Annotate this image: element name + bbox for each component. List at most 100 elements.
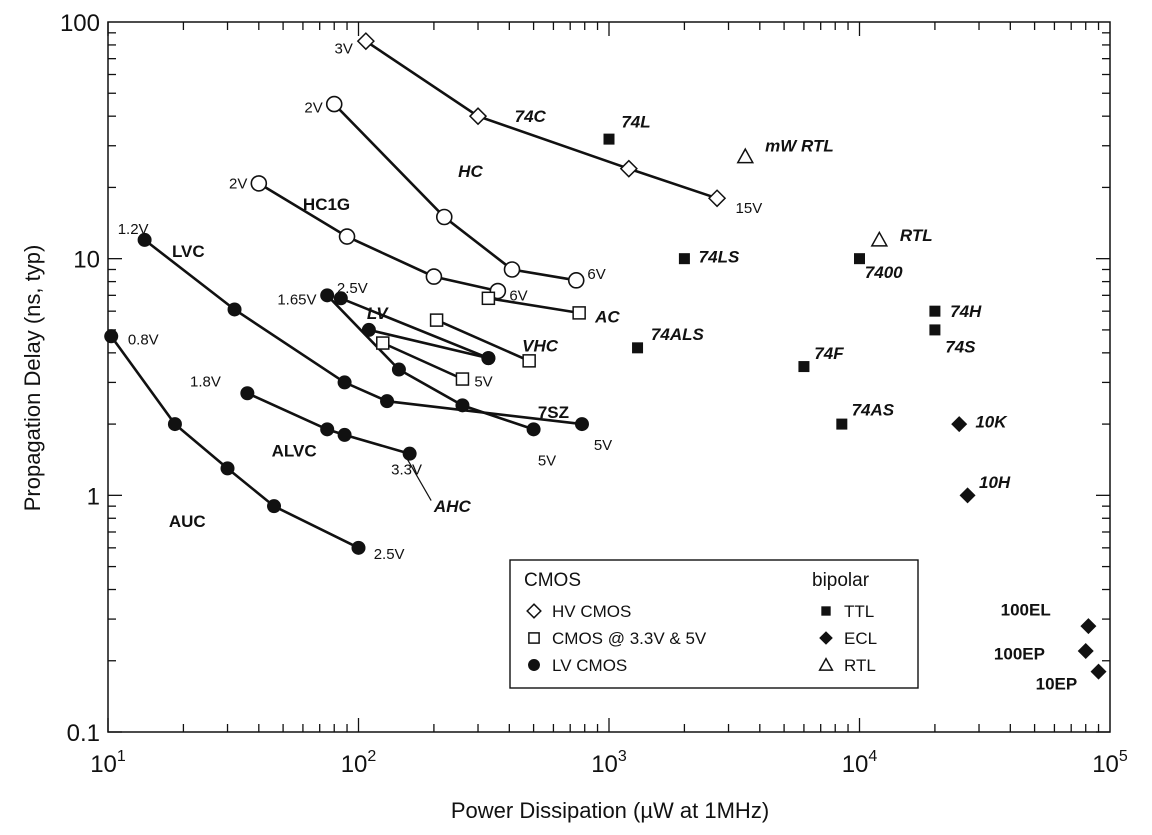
annotation-label: 100EL [1001, 600, 1051, 619]
legend: CMOS bipolar HV CMOS CMOS @ 3.3V & 5V LV CMO… [509, 559, 919, 689]
data-point-vhc [522, 354, 536, 368]
x-tick-label: 101 [90, 748, 126, 778]
legend-marker [821, 606, 831, 616]
data-point-lv2 [481, 351, 496, 366]
annotations: 3V 74C 74L mW RTL 15V 2V HC 2V HC1G 1.2V LVC 6V 6V 74… [118, 41, 1078, 694]
data-point-ttl [798, 361, 810, 373]
data-point-ttl [603, 133, 615, 145]
data-point-auc [220, 461, 235, 476]
data-point-7sz [455, 398, 470, 413]
annotation-label: 3V [335, 41, 353, 58]
data-point-alvc [402, 446, 417, 461]
data-point-74c [356, 32, 375, 51]
y-tick-label: 10 [73, 247, 100, 274]
annotation-label: 74LS [699, 248, 740, 267]
series-line-hc [333, 103, 577, 282]
annotation-label: 1.2V [118, 221, 149, 238]
data-point-lv2 [361, 322, 376, 337]
series-lines [110, 40, 718, 549]
data-point-ttl [929, 324, 941, 336]
data-point-vhc [429, 313, 444, 327]
data-point-hc [325, 95, 343, 113]
data-point-hc1g [338, 228, 356, 245]
data-point-7sz [320, 288, 335, 303]
data-point-hc1g [425, 268, 443, 285]
series-line-alvc [246, 392, 410, 455]
annotation-label: 74C [515, 107, 547, 126]
legend-marker [819, 631, 833, 645]
data-point-rtl [870, 230, 889, 247]
legend-entry-label: TTL [844, 602, 874, 621]
legend-entry-label: CMOS @ 3.3V & 5V [552, 629, 707, 648]
annotation-label: 10H [979, 473, 1011, 492]
series-line-lv2 [368, 328, 489, 360]
data-point-74c [468, 107, 488, 126]
data-point-lvc [380, 394, 395, 409]
legend-marker [818, 657, 834, 671]
legend-title-bipolar: bipolar [812, 570, 870, 591]
leader-line [405, 456, 432, 501]
annotation-label: 10EP [1036, 675, 1078, 694]
annotation-label: 3.3V [391, 461, 422, 478]
x-axis-title: Power Dissipation (µW at 1MHz) [451, 798, 769, 823]
annotation-label: LV [367, 304, 389, 323]
annotation-label: HC1G [303, 195, 350, 214]
data-point-ecl [1080, 618, 1097, 635]
annotation-label: 7SZ [538, 403, 569, 422]
annotation-label: 1.65V [277, 291, 316, 308]
data-point-ahc [376, 336, 390, 350]
data-point-rtl [736, 147, 755, 164]
annotation-label: 74L [621, 112, 650, 131]
legend-entry-label: ECL [844, 629, 877, 648]
data-point-7sz [526, 422, 541, 437]
annotation-label: 2.5V [374, 546, 405, 563]
annotation-label: RTL [900, 226, 933, 245]
annotation-label: 10K [975, 413, 1008, 432]
data-point-hc [435, 208, 453, 226]
annotation-label: AHC [433, 497, 472, 516]
data-point-7sz [391, 362, 406, 377]
data-point-alvc [320, 422, 335, 437]
annotation-label: AC [594, 307, 620, 326]
annotation-label: ALVC [272, 441, 317, 460]
annotation-label: 2V [229, 175, 247, 192]
data-point-lvc [137, 232, 152, 247]
annotation-label: VHC [522, 336, 559, 355]
annotation-label: LVC [172, 242, 205, 261]
y-tick-label: 100 [60, 10, 100, 37]
series-line-ac [488, 297, 580, 315]
x-tick-label: 104 [842, 748, 878, 778]
annotation-label: 0.8V [128, 331, 159, 348]
legend-entry-label: LV CMOS [552, 656, 627, 675]
y-axis-title: Propagation Delay (ns, typ) [20, 245, 45, 512]
data-point-ttl [836, 418, 848, 430]
annotation-label: 74S [945, 338, 976, 357]
data-point-ac [572, 306, 586, 320]
axis-ticks [107, 22, 1110, 733]
annotation-label: 5V [594, 437, 612, 454]
data-point-auc [167, 417, 182, 432]
data-point-74c [619, 159, 638, 178]
annotation-label: 6V [587, 266, 605, 283]
annotation-label: 74H [950, 302, 982, 321]
data-point-74c [707, 189, 727, 208]
data-point-ecl [1077, 642, 1094, 659]
data-point-ttl [929, 305, 941, 317]
annotation-label: 2.5V [337, 280, 368, 297]
data-point-alvc [337, 427, 352, 442]
data-point-ttl [678, 253, 690, 265]
x-tick-label: 105 [1092, 748, 1128, 778]
series-line-ahc [382, 341, 464, 381]
y-tick-label: 0.1 [67, 720, 100, 747]
data-point-auc [104, 329, 119, 344]
data-point-ttl [632, 342, 644, 354]
tick-labels: 101 102 103 104 105 0.1 1 10 100 [60, 10, 1128, 778]
x-tick-label: 102 [341, 748, 377, 778]
annotation-label: AUC [169, 512, 206, 531]
annotation-label: 74F [814, 344, 844, 363]
data-point-lvc [227, 302, 242, 317]
data-points [104, 32, 1107, 680]
data-point-lvc [337, 375, 352, 390]
annotation-label: 7400 [865, 263, 903, 282]
